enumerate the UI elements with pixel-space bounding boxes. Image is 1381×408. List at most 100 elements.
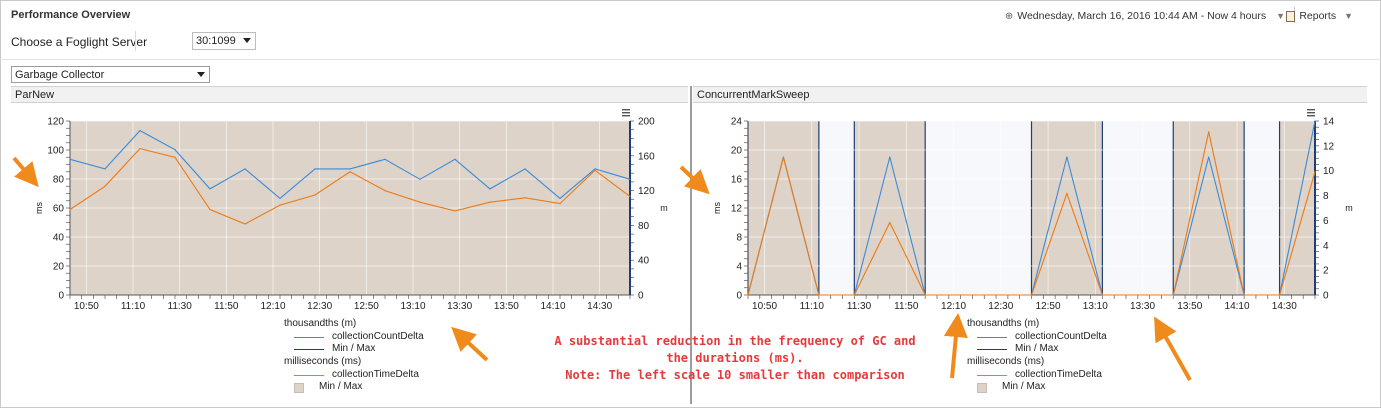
- section-divider: [0, 59, 1381, 60]
- legend-item-time[interactable]: collectionTimeDelta: [284, 369, 424, 382]
- time-range-label: Wednesday, March 16, 2016 10:44 AM - Now…: [1017, 10, 1267, 22]
- legend-swatch: [977, 336, 1007, 338]
- data-point: [960, 294, 962, 296]
- annotation-line: A substantial reduction in the frequency…: [554, 334, 916, 348]
- legend-group-count: thousandths (m): [284, 318, 424, 331]
- data-point: [1314, 120, 1316, 122]
- legend-item-count-minmax[interactable]: Min / Max: [284, 343, 424, 356]
- data-point: [454, 210, 456, 212]
- panel-splitter[interactable]: [690, 86, 692, 404]
- legend-item-count[interactable]: collectionCountDelta: [284, 331, 424, 344]
- data-point: [594, 168, 596, 170]
- legend-item-count-minmax[interactable]: Min / Max: [967, 343, 1107, 356]
- data-point: [104, 168, 106, 170]
- parnew-chart: 0 20 40 60 80 100 120 0 40 80 120 160 200 10:50 11:10 1…: [34, 109, 668, 312]
- panel-title: ParNew: [15, 89, 55, 101]
- x-tick-label: 13:50: [1177, 301, 1202, 312]
- data-point: [995, 294, 997, 296]
- menu-bar: [622, 115, 630, 117]
- legend-item-time-minmax[interactable]: Min / Max: [967, 381, 1107, 394]
- data-point: [559, 203, 561, 205]
- y-tick-label-left: 60: [53, 204, 65, 215]
- data-point: [279, 204, 281, 206]
- data-point: [69, 158, 71, 160]
- menu-bar: [1307, 109, 1315, 111]
- data-point: [818, 294, 820, 296]
- reports-label: Reports: [1299, 10, 1337, 22]
- y-tick-label-right: 200: [638, 117, 655, 128]
- data-point: [69, 208, 71, 211]
- data-point: [209, 208, 211, 211]
- y-tick-label-right: 6: [1323, 216, 1329, 227]
- chart-menu-icon[interactable]: [1307, 109, 1315, 117]
- legend-group-label: thousandths (m): [284, 318, 357, 329]
- y-tick-label-left: 40: [53, 233, 65, 244]
- x-tick-label: 12:30: [307, 301, 332, 312]
- x-tick-label: 10:50: [752, 301, 777, 312]
- data-point: [1101, 294, 1103, 296]
- legend-item-time[interactable]: collectionTimeDelta: [967, 369, 1107, 382]
- data-point: [889, 156, 891, 158]
- menu-bar: [1307, 112, 1315, 114]
- server-divider: [135, 31, 136, 51]
- annotation-line: the durations (ms).: [666, 351, 804, 365]
- data-point: [1208, 131, 1210, 133]
- data-point: [594, 169, 596, 171]
- x-tick-label: 14:10: [540, 301, 565, 312]
- data-point: [244, 168, 246, 170]
- data-point: [384, 158, 386, 160]
- data-point: [384, 190, 386, 192]
- y-tick-label-left: 100: [47, 146, 64, 157]
- y-tick-label-right: 40: [638, 256, 650, 267]
- time-range-selector[interactable]: ⊕ Wednesday, March 16, 2016 10:44 AM - N…: [1005, 10, 1285, 22]
- data-point: [454, 158, 456, 160]
- y-tick-label-right: 4: [1323, 241, 1329, 252]
- legend-cms: thousandths (m) collectionCountDelta Min…: [967, 318, 1107, 394]
- data-point: [489, 188, 491, 190]
- chevron-down-icon: [243, 38, 251, 43]
- page-title: Performance Overview: [11, 9, 131, 21]
- data-point: [782, 156, 785, 158]
- x-tick-label: 12:10: [941, 301, 966, 312]
- legend-group-time: milliseconds (ms): [284, 356, 424, 369]
- server-select[interactable]: 30:1099: [192, 32, 256, 50]
- collector-select[interactable]: Garbage Collector: [11, 66, 210, 83]
- legend-label: collectionCountDelta: [332, 330, 424, 342]
- y-tick-label-right: 2: [1323, 266, 1329, 277]
- legend-swatch: [294, 336, 324, 338]
- panel-header-parnew: ParNew: [11, 86, 688, 103]
- legend-group-time: milliseconds (ms): [967, 356, 1107, 369]
- data-point: [559, 197, 561, 200]
- chart-menu-icon[interactable]: [622, 109, 630, 117]
- legend-swatch: [294, 374, 324, 376]
- x-tick-label: 11:50: [894, 301, 919, 312]
- data-point: [629, 178, 631, 180]
- y-tick-label-right: 8: [1323, 191, 1329, 202]
- x-tick-label: 12:50: [1036, 301, 1061, 312]
- y-tick-label-left: 120: [47, 117, 64, 128]
- data-point: [524, 168, 526, 170]
- reports-menu[interactable]: Reports ▼: [1286, 10, 1353, 22]
- data-point: [209, 188, 211, 190]
- legend-item-time-minmax[interactable]: Min / Max: [284, 381, 424, 394]
- collector-select-value: Garbage Collector: [15, 69, 105, 81]
- server-select-value: 30:1099: [196, 35, 236, 47]
- x-tick-label: 11:30: [168, 301, 193, 312]
- data-point: [1243, 294, 1245, 296]
- x-tick-label: 12:10: [260, 301, 285, 312]
- y-tick-label-left: 12: [731, 204, 743, 215]
- data-point: [244, 223, 246, 225]
- data-point: [924, 294, 926, 296]
- legend-group-label: thousandths (m): [967, 318, 1040, 329]
- legend-item-count[interactable]: collectionCountDelta: [967, 331, 1107, 344]
- y-axis-title-right: m: [660, 203, 668, 213]
- legend-swatch: [294, 382, 304, 393]
- menu-bar: [622, 109, 630, 111]
- legend-parnew: thousandths (m) collectionCountDelta Min…: [284, 318, 424, 394]
- y-tick-label-right: 0: [1323, 291, 1329, 302]
- data-point: [139, 129, 141, 132]
- annotation-line: Note: The left scale 10 smaller than com…: [565, 368, 905, 382]
- y-tick-label-left: 20: [731, 146, 743, 157]
- data-point: [489, 201, 491, 203]
